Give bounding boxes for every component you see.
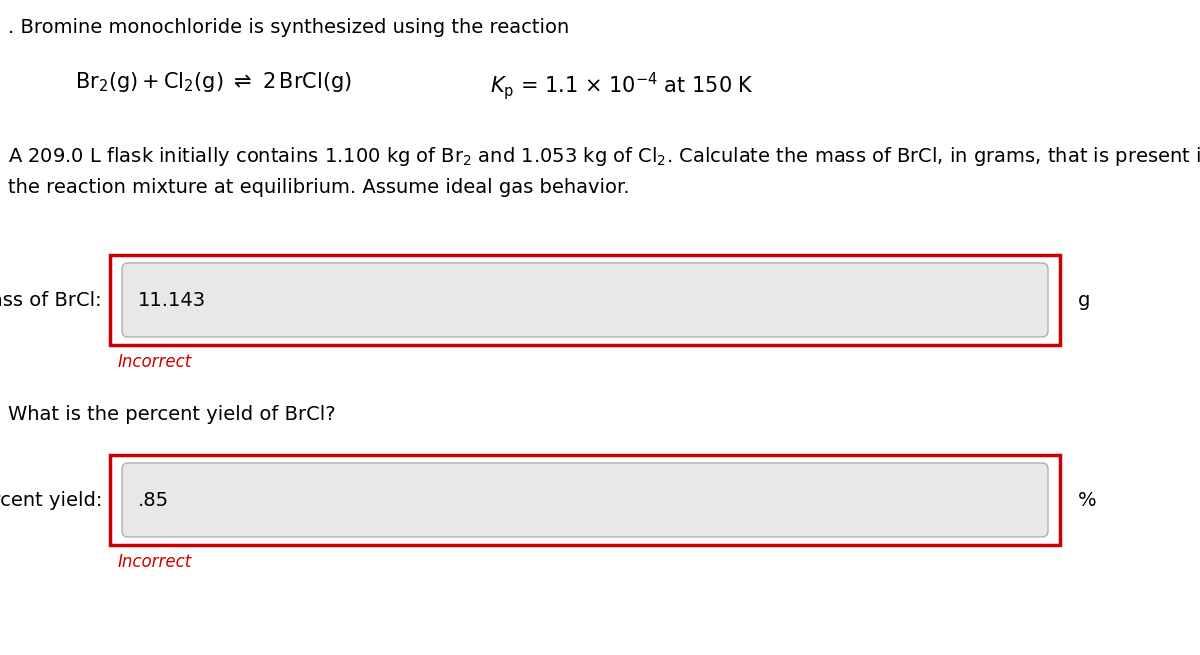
Text: .85: .85 xyxy=(138,491,169,510)
Text: mass of BrCl:: mass of BrCl: xyxy=(0,291,102,310)
Text: $K_{\rm p}$ = 1.1 × 10$^{-4}$ at 150 K: $K_{\rm p}$ = 1.1 × 10$^{-4}$ at 150 K xyxy=(490,70,754,102)
Text: A 209.0 L flask initially contains 1.100 kg of Br$_2$ and 1.053 kg of Cl$_2$. Ca: A 209.0 L flask initially contains 1.100… xyxy=(8,145,1200,168)
Text: g: g xyxy=(1078,291,1091,310)
FancyBboxPatch shape xyxy=(110,455,1060,545)
Text: . Bromine monochloride is synthesized using the reaction: . Bromine monochloride is synthesized us… xyxy=(8,18,569,37)
Text: the reaction mixture at equilibrium. Assume ideal gas behavior.: the reaction mixture at equilibrium. Ass… xyxy=(8,178,630,197)
Text: Incorrect: Incorrect xyxy=(118,553,192,571)
Text: %: % xyxy=(1078,491,1097,510)
FancyBboxPatch shape xyxy=(122,463,1048,537)
Text: What is the percent yield of BrCl?: What is the percent yield of BrCl? xyxy=(8,405,336,424)
FancyBboxPatch shape xyxy=(110,255,1060,345)
Text: percent yield:: percent yield: xyxy=(0,491,102,510)
Text: $\mathregular{Br_2(g) + Cl_2(g)}$ $\rightleftharpoons$ $\mathregular{2\,BrCl(g)}: $\mathregular{Br_2(g) + Cl_2(g)}$ $\righ… xyxy=(74,70,352,94)
FancyBboxPatch shape xyxy=(122,263,1048,337)
Text: 11.143: 11.143 xyxy=(138,291,206,310)
Text: Incorrect: Incorrect xyxy=(118,353,192,371)
